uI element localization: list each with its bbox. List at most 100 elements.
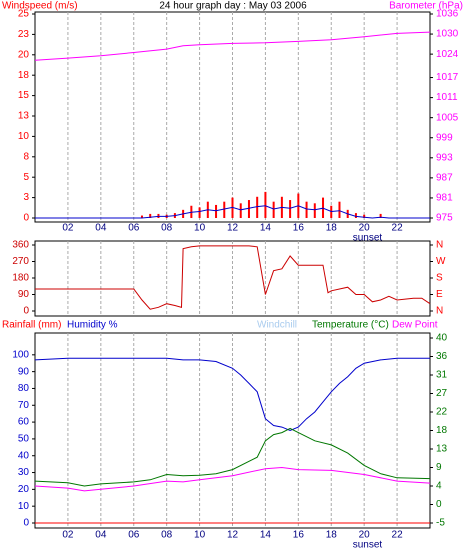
x-tick-label: 06 <box>128 530 140 541</box>
y2-tick-label: 1005 <box>436 112 459 123</box>
x-tick-label: 18 <box>326 530 338 541</box>
y-tick-label: 90 <box>18 366 30 377</box>
y2-tick-label: 1036 <box>436 9 459 20</box>
y-tick-label: 13 <box>18 111 30 122</box>
y2-tick-label: 981 <box>436 193 453 204</box>
bar <box>256 196 259 218</box>
y-tick-label: 8 <box>23 151 29 162</box>
series-line <box>35 245 431 310</box>
y2-tick-label: 31 <box>436 370 448 381</box>
bar <box>264 191 267 218</box>
x-tick-label: 10 <box>194 530 206 541</box>
y-tick-label: 40 <box>18 450 30 461</box>
y2-tick-label: 1017 <box>436 72 459 83</box>
x-tick-label: 22 <box>392 223 404 234</box>
annotation: sunset <box>353 540 383 551</box>
bar <box>149 213 152 218</box>
y-tick-label: 15 <box>18 90 30 101</box>
annotation: sunset <box>353 233 383 244</box>
series-line <box>34 427 431 487</box>
legend-label: Barometer (hPa) <box>389 1 463 12</box>
x-tick-label: 18 <box>326 223 338 234</box>
y2-tick-label: S <box>436 273 443 284</box>
x-tick-label: 02 <box>62 530 74 541</box>
x-tick-label: 04 <box>95 530 107 541</box>
x-tick-label: 12 <box>227 223 239 234</box>
y2-tick-label: 1024 <box>436 49 459 60</box>
y-tick-label: 3 <box>23 192 29 203</box>
bar <box>313 203 316 218</box>
series-line <box>34 31 431 61</box>
y-tick-label: 100 <box>12 349 29 360</box>
y2-tick-label: 9 <box>436 462 442 473</box>
y-tick-label: 80 <box>18 383 30 394</box>
bar <box>363 214 366 218</box>
x-tick-label: 14 <box>260 530 272 541</box>
bar <box>289 200 292 218</box>
y-tick-label: 20 <box>18 49 30 60</box>
bar <box>223 201 226 218</box>
y2-tick-label: W <box>436 256 446 267</box>
x-tick-label: 04 <box>95 223 107 234</box>
bar <box>140 215 143 218</box>
x-tick-label: 08 <box>161 223 173 234</box>
bar <box>305 201 308 218</box>
y-tick-label: 10 <box>18 501 30 512</box>
y2-tick-label: 36 <box>436 351 448 362</box>
y2-tick-label: 22 <box>436 407 448 418</box>
y-tick-label: 270 <box>12 256 29 267</box>
y-tick-label: 23 <box>18 29 30 40</box>
y-tick-label: 90 <box>18 289 30 300</box>
series-line <box>35 205 430 219</box>
x-tick-label: 20 <box>359 223 371 234</box>
y-tick-label: 0 <box>23 306 29 317</box>
y-tick-label: 70 <box>18 400 30 411</box>
y2-tick-label: 975 <box>436 213 453 224</box>
annotation: Windchill <box>257 320 297 331</box>
y2-tick-label: N <box>436 240 443 251</box>
bar <box>354 213 357 218</box>
x-tick-label: 02 <box>62 223 74 234</box>
y-tick-label: 10 <box>18 131 30 142</box>
y2-tick-label: 1030 <box>436 29 459 40</box>
x-tick-label: 14 <box>260 223 272 234</box>
y2-tick-label: 987 <box>436 173 453 184</box>
series-line <box>34 357 430 432</box>
y2-tick-label: 999 <box>436 132 453 143</box>
y-tick-label: 180 <box>12 273 29 284</box>
y2-tick-label: 1011 <box>436 92 458 103</box>
y2-tick-label: 27 <box>436 388 448 399</box>
y-tick-label: 5 <box>23 172 29 183</box>
bar <box>247 200 250 218</box>
y-tick-label: 30 <box>18 467 30 478</box>
x-tick-label: 06 <box>128 223 140 234</box>
legend-label: Rainfall (mm) <box>2 320 61 331</box>
x-tick-label: 16 <box>293 530 305 541</box>
y2-tick-label: 13 <box>436 444 448 455</box>
y-tick-label: 360 <box>12 240 29 251</box>
x-tick-label: 12 <box>227 530 239 541</box>
series-line <box>34 466 431 492</box>
x-tick-label: 10 <box>194 223 206 234</box>
y2-tick-label: E <box>436 289 443 300</box>
y2-tick-label: 0 <box>436 499 442 510</box>
y2-tick-label: N <box>436 306 443 317</box>
y2-tick-label: 993 <box>436 152 453 163</box>
y-tick-label: 0 <box>23 518 29 529</box>
y2-tick-label: 40 <box>436 333 448 344</box>
legend-label: Windspeed (m/s) <box>2 1 78 12</box>
x-tick-label: 16 <box>293 223 305 234</box>
bar <box>239 203 242 218</box>
legend-label: Humidity % <box>67 320 118 331</box>
bar <box>272 201 275 218</box>
bar <box>215 204 218 218</box>
bar <box>198 207 201 218</box>
y-tick-label: 50 <box>18 434 30 445</box>
x-tick-label: 08 <box>161 530 173 541</box>
x-tick-label: 20 <box>359 530 371 541</box>
y-tick-label: 18 <box>18 70 30 81</box>
chart-title: 24 hour graph day : May 03 2006 <box>159 1 307 12</box>
x-tick-label: 22 <box>392 530 404 541</box>
bar <box>379 213 382 218</box>
